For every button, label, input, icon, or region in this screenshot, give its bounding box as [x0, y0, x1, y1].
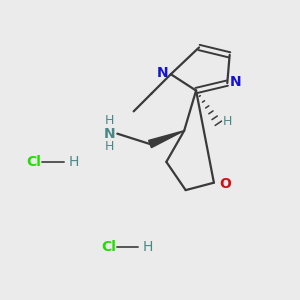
Text: H: H	[105, 114, 114, 127]
Polygon shape	[148, 131, 184, 148]
Text: Cl: Cl	[27, 155, 41, 169]
Text: H: H	[68, 155, 79, 169]
Text: N: N	[230, 75, 241, 88]
Text: N: N	[103, 127, 115, 141]
Text: H: H	[142, 240, 153, 254]
Text: N: N	[157, 66, 168, 80]
Text: H: H	[223, 115, 232, 128]
Text: O: O	[219, 177, 231, 191]
Text: H: H	[105, 140, 114, 153]
Text: Cl: Cl	[101, 240, 116, 254]
